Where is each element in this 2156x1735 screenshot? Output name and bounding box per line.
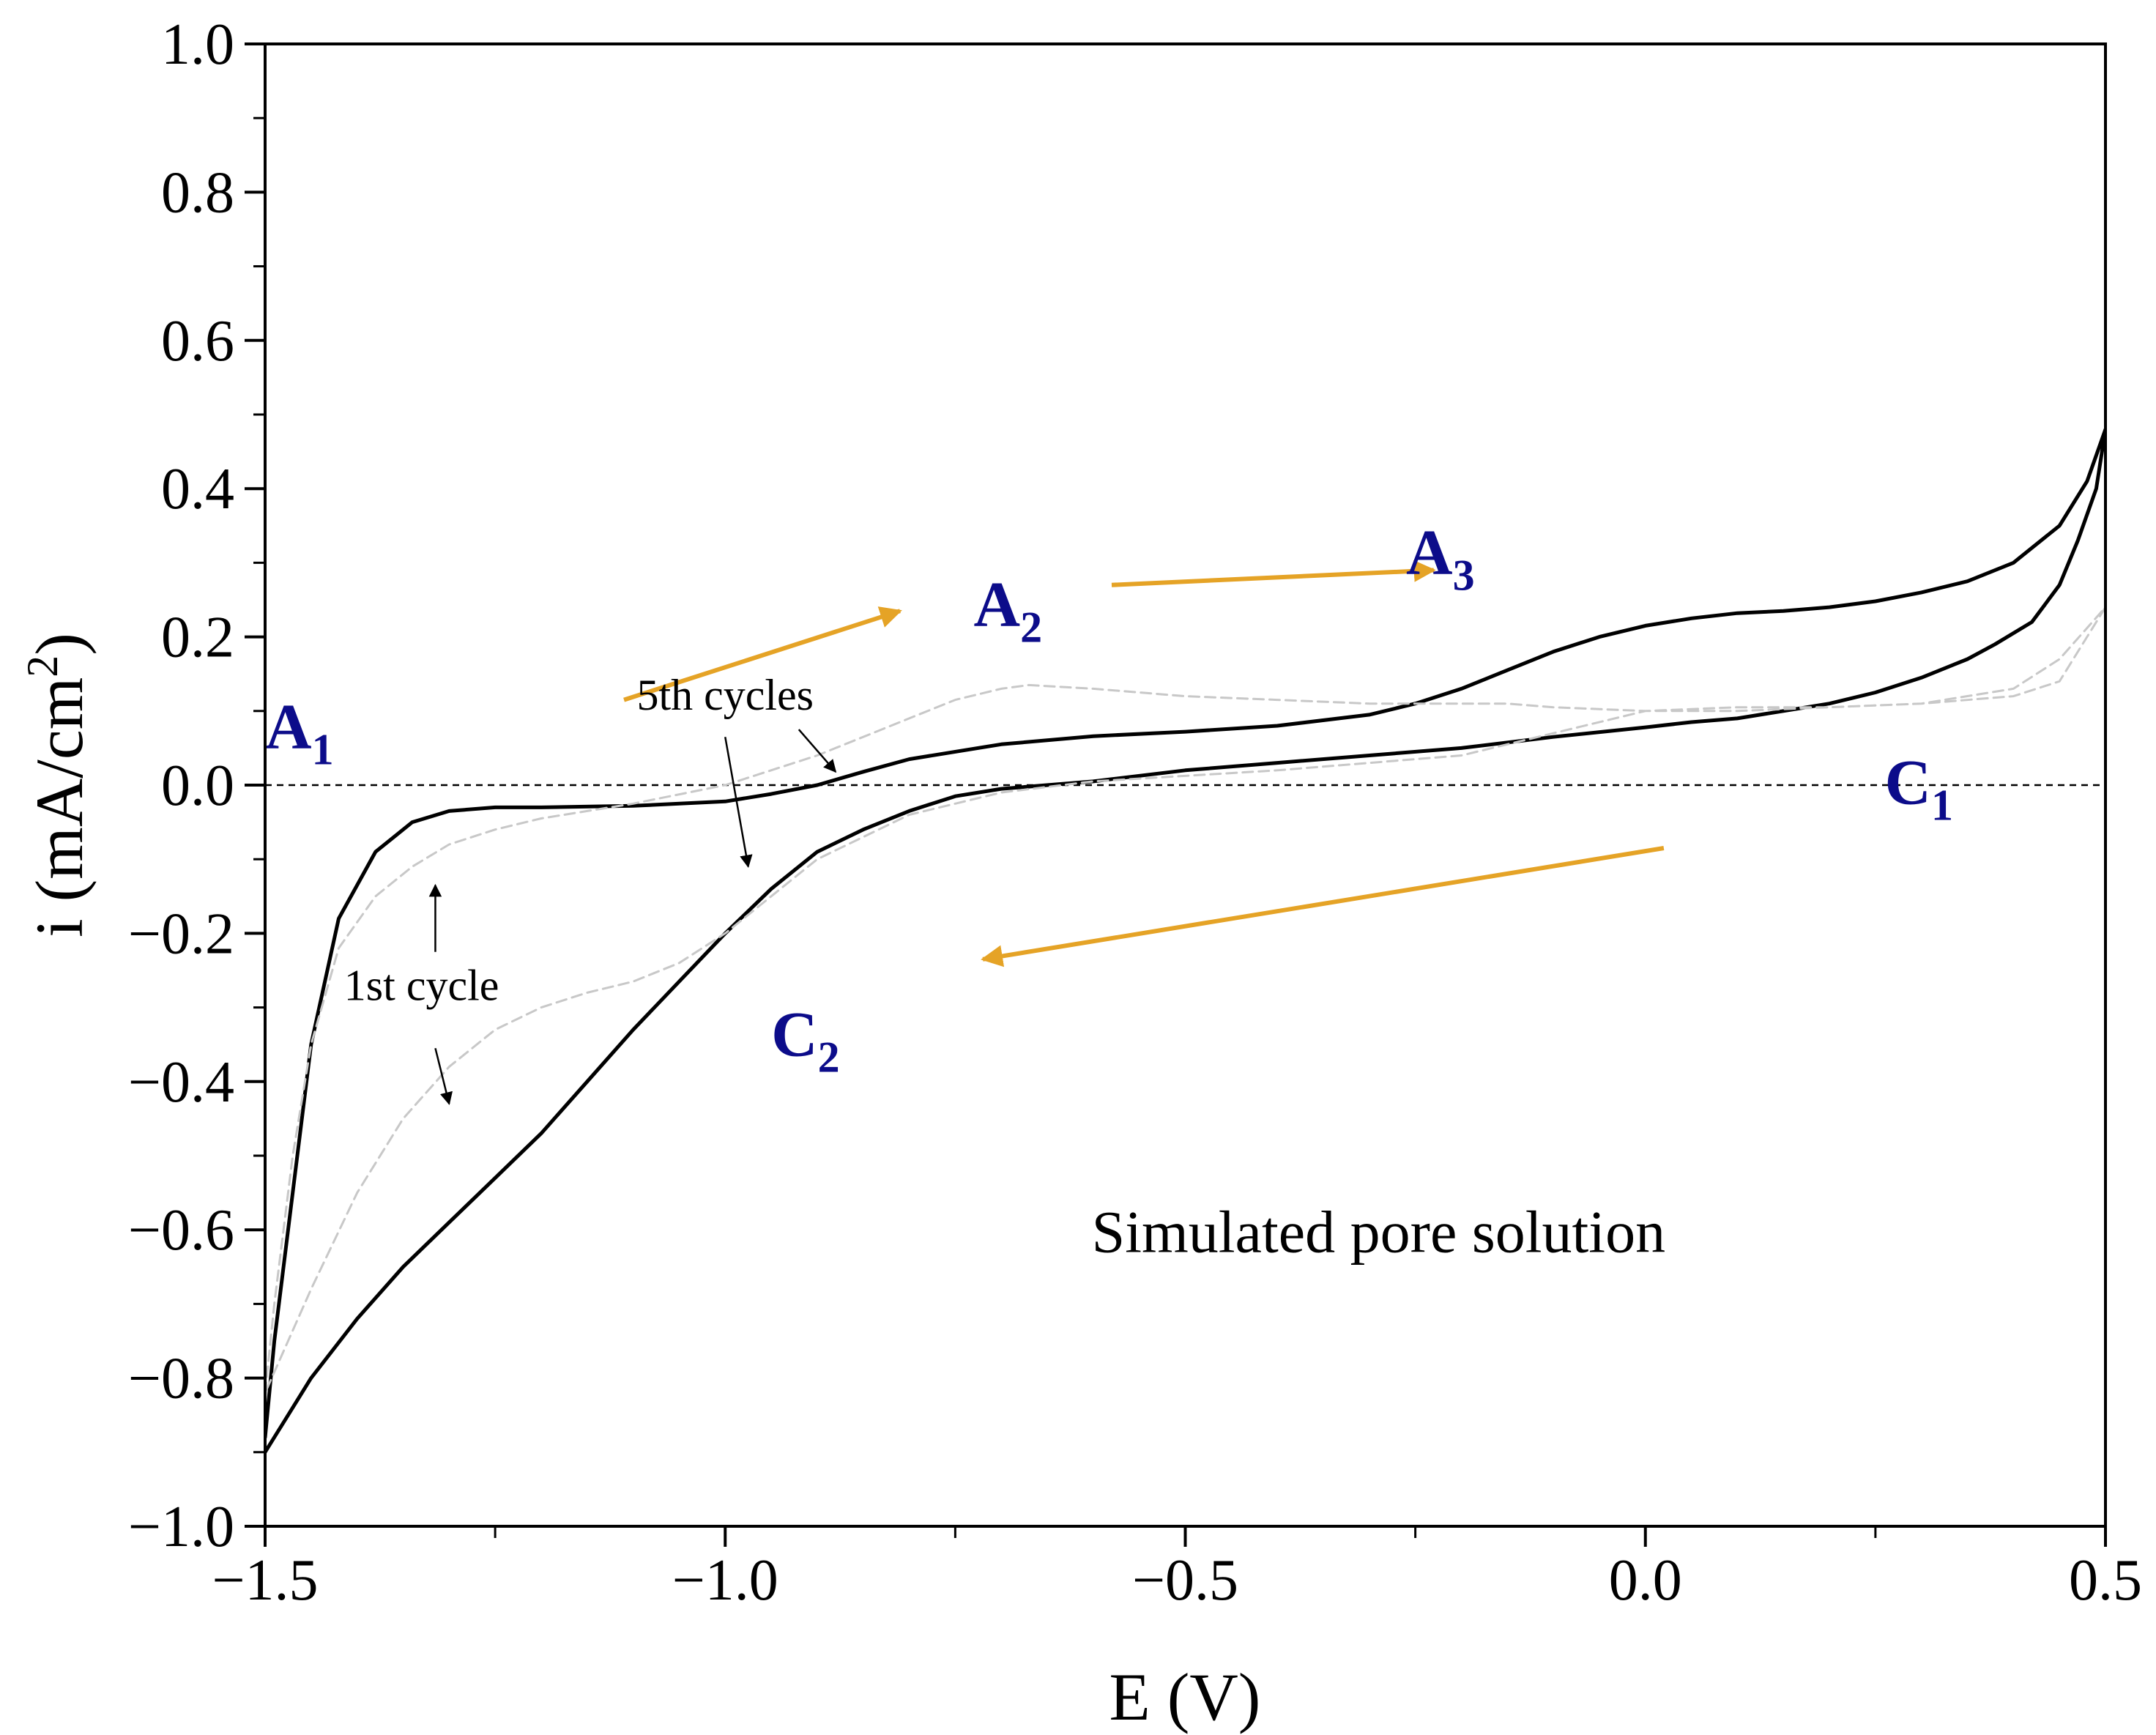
peak-label-subscript: 2 bbox=[1020, 603, 1042, 651]
cycle-pointer-arrow bbox=[724, 737, 753, 869]
x-tick-label: −1.5 bbox=[212, 1548, 318, 1613]
y-tick-label: 1.0 bbox=[161, 12, 234, 77]
scan-direction-arrow bbox=[1111, 560, 1436, 587]
x-tick-label: 0.5 bbox=[2069, 1548, 2142, 1613]
cycle-pointer-arrow bbox=[434, 1047, 453, 1105]
peak-label-C2: C2 bbox=[771, 999, 840, 1081]
scan-direction-arrow bbox=[623, 606, 902, 702]
y-axis-label-end: ) bbox=[22, 633, 97, 655]
cycle-annotation: 1st cycle bbox=[344, 961, 499, 1009]
peak-label-letter: C bbox=[1884, 747, 1931, 818]
solution-label: Simulated pore solution bbox=[1092, 1199, 1665, 1266]
scan-direction-arrow bbox=[981, 846, 1665, 967]
series-line-5th-cycles bbox=[265, 427, 2105, 1454]
y-tick-label: −0.8 bbox=[128, 1347, 234, 1411]
peak-label-letter: A bbox=[265, 691, 312, 762]
peak-label-subscript: 2 bbox=[818, 1033, 840, 1081]
y-axis-label-sup: 2 bbox=[18, 655, 67, 677]
series-layer bbox=[265, 427, 2105, 1454]
y-tick-label: −1.0 bbox=[128, 1495, 234, 1559]
peak-label-letter: A bbox=[974, 569, 1021, 640]
peak-label-A3: A3 bbox=[1406, 518, 1475, 600]
y-axis-label: i (mA/cm2) bbox=[18, 633, 97, 937]
peak-label-A1: A1 bbox=[265, 691, 334, 773]
x-axis-label: E (V) bbox=[1109, 1660, 1261, 1734]
series-line-1st-cycle bbox=[265, 606, 2105, 1394]
annotation-layer: 5th cycles 1st cycle Simulated pore soluti… bbox=[265, 518, 1953, 1266]
x-tick-label: 0.0 bbox=[1609, 1548, 1682, 1613]
peak-label-subscript: 1 bbox=[1931, 781, 1953, 829]
y-tick-label: −0.6 bbox=[128, 1198, 234, 1263]
cycle-pointer-arrow bbox=[798, 729, 837, 773]
y-tick-label: 0.2 bbox=[161, 606, 234, 670]
y-tick-label: 0.6 bbox=[161, 309, 234, 374]
y-tick-label: −0.2 bbox=[128, 902, 234, 966]
x-tick-label: −1.0 bbox=[672, 1548, 778, 1613]
peak-label-letter: C bbox=[771, 999, 818, 1070]
peak-label-letter: A bbox=[1406, 518, 1453, 589]
ticks-layer: −1.5 −1.0 −0.5 0.0 0.51.00.80.60.40.20.0−0.2… bbox=[128, 12, 2142, 1613]
peak-label-A2: A2 bbox=[974, 569, 1043, 651]
cycle-annotation: 5th cycles bbox=[636, 671, 814, 719]
y-axis-label-main: i (mA/cm bbox=[22, 677, 97, 937]
y-tick-label: −0.4 bbox=[128, 1050, 234, 1115]
peak-label-subscript: 3 bbox=[1453, 551, 1475, 600]
y-tick-label: 0.8 bbox=[161, 160, 234, 225]
peak-label-subscript: 1 bbox=[312, 725, 334, 773]
y-tick-label: 0.0 bbox=[161, 754, 234, 818]
peak-label-C1: C1 bbox=[1884, 747, 1953, 829]
x-tick-label: −0.5 bbox=[1132, 1548, 1238, 1613]
y-tick-label: 0.4 bbox=[161, 457, 234, 521]
